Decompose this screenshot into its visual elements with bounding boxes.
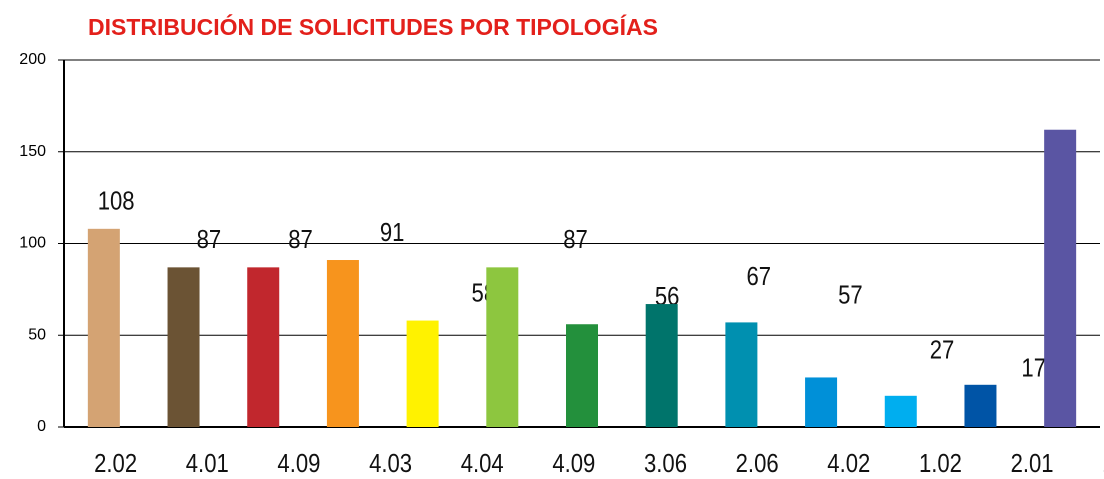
value-label: 57 [838, 281, 863, 310]
bar [805, 377, 838, 427]
bar [725, 322, 758, 427]
x-tick-label: 4.09 [277, 449, 320, 478]
bar [566, 324, 598, 427]
chart-title: DISTRIBUCIÓN DE SOLICITUDES POR TIPOLOGÍ… [88, 13, 658, 40]
x-tick-label: 4.03 [369, 449, 412, 478]
bar [1044, 129, 1077, 428]
bar [406, 320, 439, 427]
value-label: 87 [197, 226, 222, 255]
y-tick-label: 50 [28, 326, 46, 343]
x-tick-label: 1.01 [1102, 449, 1104, 478]
x-tick-label: 1.02 [919, 449, 962, 478]
bar [247, 267, 280, 427]
y-tick-label: 100 [19, 235, 46, 252]
x-tick-label: 2.02 [94, 449, 137, 478]
bar [486, 267, 519, 427]
value-label: 87 [288, 226, 313, 255]
x-tick-label: 4.09 [552, 449, 595, 478]
value-label: 67 [746, 262, 771, 291]
bar [167, 267, 200, 427]
value-label: 87 [563, 226, 588, 255]
y-tick-label: 150 [19, 143, 46, 160]
bar [87, 228, 120, 427]
y-tick-label: 0 [37, 418, 46, 435]
bar [326, 260, 359, 427]
x-tick-label: 3.06 [644, 449, 687, 478]
bar [645, 304, 678, 427]
x-tick-label: 4.01 [186, 449, 229, 478]
x-tick-label: 4.02 [827, 449, 870, 478]
x-tick-label: 4.04 [461, 449, 504, 478]
value-label: 27 [930, 336, 955, 365]
value-label: 91 [380, 218, 405, 247]
value-label: 17 [1021, 354, 1046, 383]
bar [964, 384, 997, 427]
y-tick-label: 200 [19, 51, 46, 68]
x-tick-label: 2.06 [736, 449, 779, 478]
bar [884, 395, 917, 427]
x-tick-label: 2.01 [1011, 449, 1054, 478]
value-label: 108 [98, 187, 135, 216]
